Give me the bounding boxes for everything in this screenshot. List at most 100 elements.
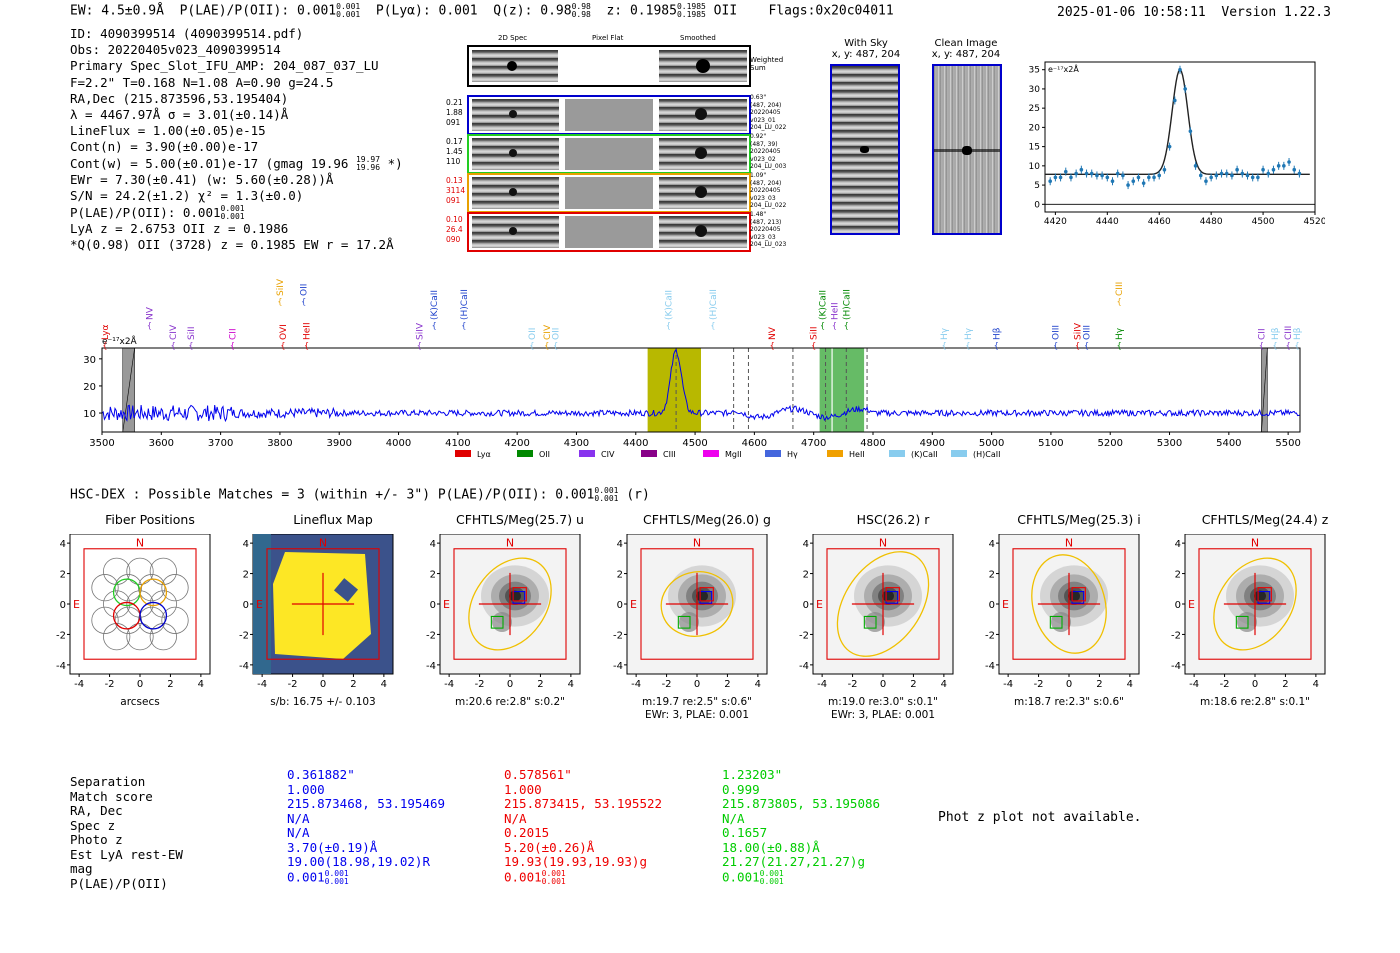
cutout-ytick: -4 bbox=[239, 661, 249, 672]
cutout-xtick: 4 bbox=[1127, 679, 1133, 690]
spectrum-line-label-text: (K)CaII bbox=[664, 290, 674, 320]
linefit-point bbox=[1178, 67, 1182, 72]
cutout-title: CFHTLS/Meg(25.7) u bbox=[456, 512, 584, 527]
spectrum-line-label-text: OIII bbox=[1052, 325, 1062, 340]
clean-coords: x, y: 487, 204 bbox=[931, 49, 1001, 60]
spectrum-line-label: CII bbox=[228, 328, 238, 340]
lineflux-hole bbox=[333, 578, 359, 602]
linefit-point bbox=[1240, 171, 1245, 176]
spectrum-line-label-text: OII bbox=[552, 328, 562, 340]
spec-row-box bbox=[467, 212, 751, 252]
spec-row-right-value: 204_LU_023 bbox=[750, 241, 787, 248]
spec-row-left-value: 091 bbox=[446, 196, 461, 205]
cutout-ytick: 4 bbox=[1175, 539, 1181, 550]
match-value: 1.000 bbox=[287, 782, 445, 798]
spectrum-line-label-text: (K)CaII bbox=[430, 290, 440, 320]
aperture-ellipse bbox=[468, 557, 552, 651]
match-plae-frac: 0.001 0.001 bbox=[542, 869, 566, 886]
lineflux-region bbox=[273, 552, 371, 659]
spectrum-line-bracket: { bbox=[1286, 341, 1291, 350]
linefit-unit: e⁻¹⁷x2Å bbox=[1048, 63, 1079, 74]
spec-row-left-value: 1.45 bbox=[446, 147, 463, 156]
cutout-xtick: -4 bbox=[444, 679, 454, 690]
east-label: E bbox=[256, 598, 263, 611]
match-row-label: Photo z bbox=[70, 832, 123, 847]
spec-row-box bbox=[467, 173, 751, 213]
spectrum-line-bracket: { bbox=[1117, 297, 1122, 306]
timestamp: 2025-01-06 10:58:11 bbox=[1057, 5, 1206, 20]
match-value-text: 0.001 bbox=[287, 869, 325, 884]
cutout-xtick: 2 bbox=[1282, 679, 1288, 690]
match-value: 3.70(±0.19)Å bbox=[287, 839, 445, 856]
linefit-point bbox=[1204, 179, 1208, 184]
cutout-xtick: 2 bbox=[537, 679, 543, 690]
linefit-ytick: 35 bbox=[1029, 66, 1040, 76]
cutout-box bbox=[1012, 548, 1126, 660]
spectrum-line-label-text: OVI bbox=[279, 324, 289, 340]
cutout-title: CFHTLS/Meg(25.3) i bbox=[1017, 512, 1141, 527]
spectrum-line-bracket: { bbox=[230, 341, 235, 350]
spec-row-right-value: (487, 204) bbox=[750, 101, 782, 109]
galaxy-companion bbox=[1051, 612, 1071, 632]
legend-swatch bbox=[827, 450, 843, 457]
cutout-title: CFHTLS/Meg(26.0) g bbox=[643, 512, 771, 527]
version: Version 1.22.3 bbox=[1221, 5, 1331, 20]
spectrum-line-label: HeII bbox=[303, 322, 313, 340]
north-label: N bbox=[1251, 536, 1259, 549]
match-value-text: 19.00(18.98,19.02)R bbox=[287, 854, 430, 869]
cutout-xtick: 4 bbox=[381, 679, 387, 690]
match-value: 0.999 bbox=[722, 782, 880, 798]
spectrum-xtick: 5200 bbox=[1097, 438, 1122, 449]
legend-label: CIII bbox=[663, 450, 676, 459]
spec-row-right-value: v023_03 bbox=[750, 194, 776, 202]
match-value-text: N/A bbox=[504, 810, 527, 826]
match-value-text: 0.2015 bbox=[504, 825, 550, 840]
cutout-ytick: -4 bbox=[426, 661, 436, 672]
match-value-text: 0.001 bbox=[504, 869, 542, 884]
match-value: N/A bbox=[504, 810, 662, 827]
linefit-point bbox=[1198, 173, 1203, 178]
spectrum-line-bracket: { bbox=[277, 297, 282, 306]
linefit-point bbox=[1136, 175, 1141, 180]
fiber-circle bbox=[126, 557, 154, 585]
galaxy-companion bbox=[865, 612, 885, 632]
spectrum-line-label: SiIV bbox=[276, 278, 286, 296]
spectrum-line-label: OVI bbox=[279, 324, 289, 340]
cutout-ytick: 0 bbox=[60, 600, 66, 611]
cutout-xtick: 4 bbox=[941, 679, 947, 690]
spectrum-line-bracket: { bbox=[965, 341, 970, 350]
spectrum-line-label-text: HeII bbox=[830, 302, 840, 320]
info-sn: S/N = 24.2(±1.2) χ² = 1.3(±0.0) bbox=[70, 188, 304, 204]
east-label: E bbox=[630, 598, 637, 611]
spectrum-line-label: (K)CaII bbox=[664, 290, 674, 320]
spectrum-line-bracket: { bbox=[544, 341, 549, 350]
linefit-ytick: 25 bbox=[1029, 104, 1040, 114]
spectrum-line-label-text: CIV bbox=[169, 324, 179, 340]
spectrum-line-label-text: Hβ bbox=[1271, 327, 1281, 340]
linefit-xtick: 4480 bbox=[1200, 217, 1223, 227]
spectrum-line-label: (H)CaII bbox=[842, 289, 852, 320]
match-column: 0.361882" 1.000 215.873468, 53.195469 N/A N/… bbox=[287, 767, 445, 886]
spectrum-line-label-text: (H)CaII bbox=[460, 289, 470, 320]
spec-row-right-value: 1.48" bbox=[750, 211, 767, 218]
spectrum-line-label: CIV bbox=[543, 324, 553, 340]
linefit-ytick: 10 bbox=[1029, 162, 1041, 172]
match-column: 1.23203" 0.999 215.873805, 53.195086 N/A 0.1… bbox=[722, 767, 880, 886]
spectrum-ytick: 30 bbox=[83, 355, 96, 366]
north-label: N bbox=[506, 536, 514, 549]
spec-row-flat bbox=[565, 177, 653, 209]
cutout-xtick: -2 bbox=[1034, 679, 1044, 690]
legend-swatch bbox=[641, 450, 657, 457]
match-value-text: 3.70(±0.19)Å bbox=[287, 839, 378, 855]
spectrum-line-label-text: Hβ bbox=[992, 327, 1002, 340]
cutout-xtick: 4 bbox=[198, 679, 204, 690]
spectrum-xtick: 5500 bbox=[1275, 438, 1300, 449]
match-value: 0.578561" bbox=[504, 767, 662, 783]
info-plae-text: P(LAE)/P(OII): 0.001 bbox=[70, 204, 221, 220]
match-marker-red bbox=[1071, 587, 1086, 602]
cutout-ytick: 4 bbox=[989, 539, 995, 550]
info-contw-text: Cont(w) = 5.00(±0.01)e-17 (gmag 19.96 bbox=[70, 155, 349, 171]
legend-swatch bbox=[951, 450, 967, 457]
match-value: 0.001 0.001 0.001 bbox=[722, 869, 880, 886]
spec-row-right-value: 204_LU_022 bbox=[750, 202, 787, 209]
